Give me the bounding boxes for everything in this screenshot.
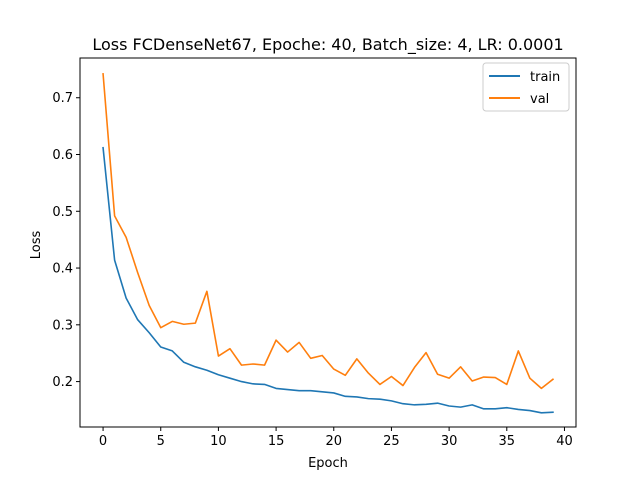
- x-tick-label: 10: [210, 434, 227, 449]
- series-layer: [102, 73, 555, 414]
- x-axis-label: Epoch: [308, 456, 348, 471]
- y-tick-label: 0.4: [52, 262, 73, 277]
- x-tick-label: 40: [556, 434, 573, 449]
- y-tick-label: 0.2: [52, 375, 73, 390]
- chart-title: Loss FCDenseNet67, Epoche: 40, Batch_siz…: [92, 35, 563, 55]
- x-tick-label: 35: [499, 434, 516, 449]
- x-tick-label: 30: [441, 434, 458, 449]
- x-tick-label: 0: [99, 434, 107, 449]
- x-tick-label: 25: [383, 434, 400, 449]
- y-axis-label: Loss: [29, 231, 44, 260]
- legend-label-train: train: [530, 70, 560, 85]
- y-tick-label: 0.5: [52, 205, 73, 220]
- x-tick-label: 5: [157, 434, 165, 449]
- y-tick-label: 0.7: [52, 91, 73, 106]
- plot-frame: [79, 57, 577, 428]
- x-tick-label: 15: [268, 434, 285, 449]
- legend: train val: [482, 62, 570, 112]
- series-line-train: [102, 146, 554, 414]
- x-tick-label: 20: [325, 434, 342, 449]
- ticks-layer: 0 5 10 15 20 25 30 35 40 0.2 0.3 0.4 0.5 0.6 0.7: [52, 91, 572, 449]
- y-tick-label: 0.6: [52, 148, 73, 163]
- legend-label-val: val: [530, 92, 549, 107]
- y-tick-label: 0.3: [52, 318, 73, 333]
- series-line-val: [102, 73, 555, 390]
